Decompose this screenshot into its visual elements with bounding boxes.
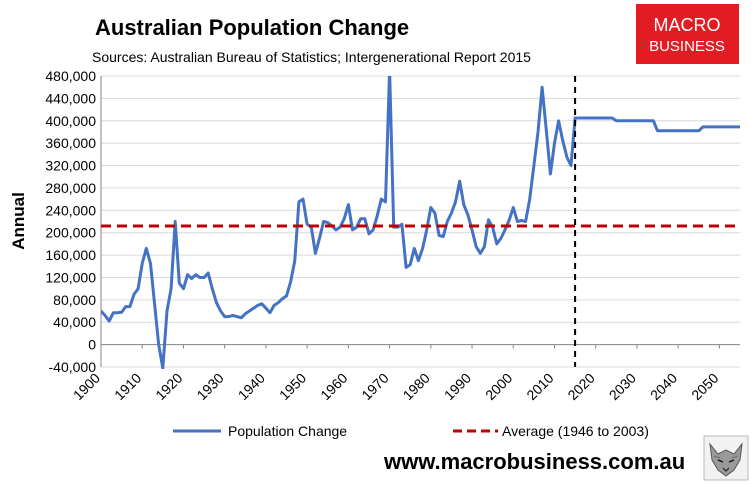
legend-label-population-change: Population Change <box>228 423 347 439</box>
x-tick-label: 2040 <box>647 370 680 403</box>
series-layer <box>101 76 740 369</box>
macrobusiness-logo: MACRO BUSINESS <box>636 4 739 64</box>
y-tick-labels: -40,000 0 40,000 80,000 120,000 160,000 200,00… <box>45 68 96 375</box>
y-tick-label: 360,000 <box>45 135 96 151</box>
y-tick-label: 480,000 <box>45 68 96 84</box>
x-tick-label: 1940 <box>235 370 268 403</box>
x-tick-labels: 1900 1910 1920 1930 1940 1950 1960 1970 1980 1990… <box>70 344 722 403</box>
y-tick-label: -40,000 <box>49 359 97 375</box>
y-tick-label: 200,000 <box>45 225 96 241</box>
y-tick-label: 80,000 <box>53 292 96 308</box>
website-url: www.macrobusiness.com.au <box>383 449 685 474</box>
y-tick-label: 440,000 <box>45 90 96 106</box>
gridlines <box>100 75 740 368</box>
wolf-icon <box>703 435 749 481</box>
chart-subtitle: Sources: Australian Bureau of Statistics… <box>92 49 531 65</box>
x-tick-label: 1980 <box>400 370 433 403</box>
y-axis-label: Annual <box>9 192 28 250</box>
x-tick-label: 1970 <box>358 370 391 403</box>
x-tick-label: 1930 <box>193 370 226 403</box>
y-tick-label: 120,000 <box>45 269 96 285</box>
series-line-population-change <box>101 76 740 369</box>
y-tick-label: 280,000 <box>45 180 96 196</box>
x-tick-label: 1950 <box>276 370 309 403</box>
y-tick-label: 40,000 <box>53 314 96 330</box>
legend-label-average: Average (1946 to 2003) <box>502 423 649 439</box>
x-tick-label: 1960 <box>317 370 350 403</box>
y-tick-label: 320,000 <box>45 158 96 174</box>
legend: Population Change Average (1946 to 2003) <box>173 423 649 439</box>
x-tick-label: 2030 <box>606 370 639 403</box>
x-tick-label: 1910 <box>111 370 144 403</box>
logo-line2: BUSINESS <box>649 38 725 55</box>
x-tick-label: 1920 <box>152 370 185 403</box>
x-tick-label: 2020 <box>564 370 597 403</box>
x-tick-label: 2000 <box>482 370 515 403</box>
x-tick-label: 1990 <box>441 370 474 403</box>
x-tick-label: 2010 <box>523 370 556 403</box>
logo-line1: MACRO <box>654 15 721 35</box>
y-tick-label: 160,000 <box>45 247 96 263</box>
logo-background <box>636 4 739 64</box>
x-tick-label: 2050 <box>688 370 721 403</box>
chart-title: Australian Population Change <box>95 15 409 40</box>
y-tick-label: 400,000 <box>45 113 96 129</box>
y-tick-label: 240,000 <box>45 202 96 218</box>
y-tick-label: 0 <box>88 337 96 353</box>
